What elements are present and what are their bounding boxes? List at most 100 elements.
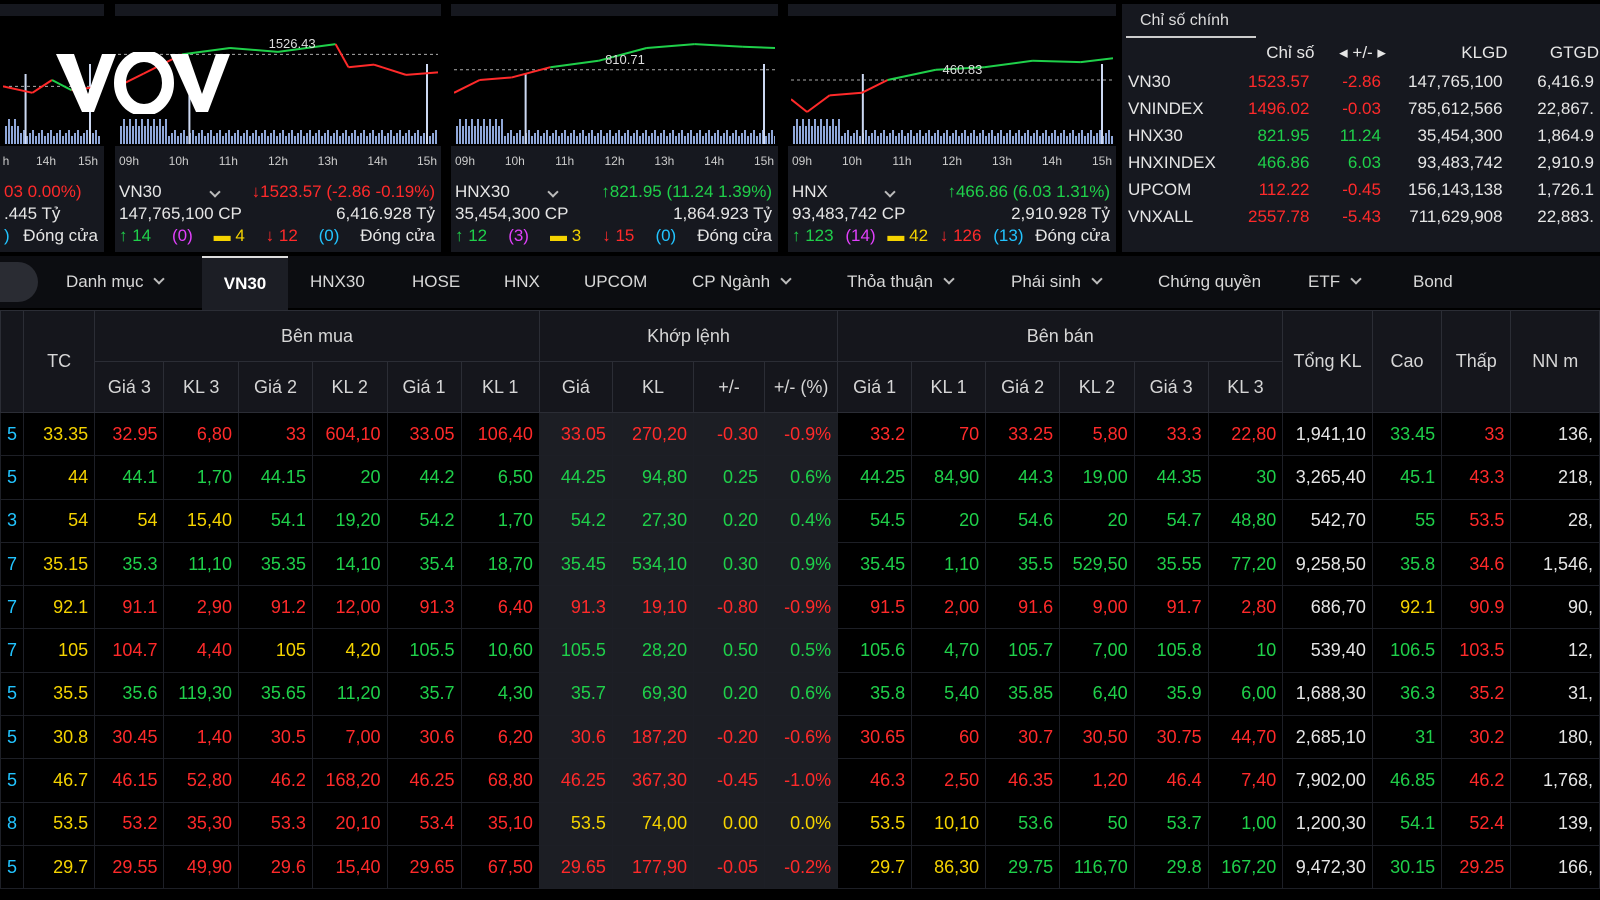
table-cell: 0.30 xyxy=(693,541,765,587)
volume-bar xyxy=(555,130,557,144)
tab-chứng-quyền[interactable]: Chứng quyền xyxy=(1158,256,1261,308)
stat-text: (0) xyxy=(171,226,193,245)
table-cell: 53.5 xyxy=(538,801,613,846)
index-cell: HNX30 xyxy=(1128,125,1183,145)
stat-text: ▬ 4 xyxy=(213,226,245,245)
table-cell: 35.65 xyxy=(237,671,313,717)
index-row[interactable]: HNX30 821.95 11.24 35,454,300 1,864.9 xyxy=(1122,122,1600,149)
table-cell: 686,70 xyxy=(1282,585,1373,630)
volume-bar xyxy=(765,136,767,144)
table-cell: 50 xyxy=(1059,801,1135,846)
volume-bar xyxy=(1039,136,1041,144)
table-row[interactable]: 5 46.7 46.15 52,80 46.2 168,20 46.25 68,80 46.25… xyxy=(0,758,1600,803)
table-cell: 106.5 xyxy=(1371,628,1443,673)
table-row[interactable]: 3 54 54 15,40 54.1 19,20 54.2 1,70 54.2 27,30 0.20… xyxy=(0,498,1600,543)
price-board-table: TC Bên mua Khớp lệnh Bên bán Tổng KL Cao Thấp N… xyxy=(0,310,1600,890)
volume-bar xyxy=(351,133,353,144)
index-col-header[interactable]: ◂ +/- ▸ xyxy=(1339,43,1386,62)
table-cell: 6,40 xyxy=(1059,671,1135,717)
stat-text: (14) xyxy=(845,226,876,245)
volume-bar xyxy=(501,119,503,144)
table-cell: 91.6 xyxy=(985,585,1061,630)
table-row[interactable]: 7 105 104.7 4,40 105 4,20 105.5 10,60 105.5 28,20… xyxy=(0,628,1600,673)
volume-bar xyxy=(252,133,254,144)
volume-bar xyxy=(123,119,125,144)
table-row[interactable]: 5 44 44.1 1,70 44.15 20 44.2 6,50 44.25 94,80 0.25… xyxy=(0,455,1600,500)
index-row[interactable]: VN30 1523.57 -2.86 147,765,100 6,416.9 xyxy=(1122,68,1600,95)
table-cell: 15,40 xyxy=(163,498,239,543)
tab-label: UPCOM xyxy=(584,272,648,291)
table-row[interactable]: 8 53.5 53.2 35,30 53.3 20,10 53.4 35,10 53.5 74,0… xyxy=(0,801,1600,846)
tab-hnx[interactable]: HNX xyxy=(504,256,540,308)
index-row[interactable]: VNINDEX 1496.02 -0.03 785,612,566 22,867. xyxy=(1122,95,1600,122)
time-tick: 14h xyxy=(367,154,388,168)
volume-bar xyxy=(654,130,656,144)
volume-bar xyxy=(573,130,575,144)
volume-bar xyxy=(705,133,707,144)
volume-bar xyxy=(1048,136,1050,144)
tab-thỏa-thuận[interactable]: Thỏa thuận xyxy=(847,256,955,308)
tab-chi-so-chinh[interactable]: Chỉ số chính xyxy=(1126,6,1256,38)
volume-bar xyxy=(913,136,915,144)
tab-hose[interactable]: HOSE xyxy=(412,256,460,308)
stat-text: 6,416.928 Tỷ xyxy=(336,204,435,223)
volume-bar xyxy=(207,133,209,144)
volume-bar xyxy=(799,126,801,144)
tab-label: Chứng quyền xyxy=(1158,272,1262,291)
volume-bar xyxy=(922,136,924,144)
tab-cp-ngành[interactable]: CP Ngành xyxy=(692,256,792,308)
mini-stat1: 03 0.00%) xyxy=(4,182,98,202)
time-tick: 12h xyxy=(267,154,289,168)
tab-phái-sinh[interactable]: Phái sinh xyxy=(1011,256,1103,308)
volume-bar xyxy=(495,119,497,144)
tab-upcom[interactable]: UPCOM xyxy=(584,256,647,308)
stat-text: 03 0.00%) xyxy=(4,182,82,201)
table-row[interactable]: 7 92.1 91.1 2,90 91.2 12,00 91.3 6,40 91.3 19,10-… xyxy=(0,585,1600,630)
table-cell: 3 xyxy=(0,498,25,543)
table-cell: 30.8 xyxy=(23,715,96,760)
stat-text: ↑ 12 xyxy=(455,226,488,245)
volume-bar xyxy=(522,136,524,144)
table-cell: 53.5 xyxy=(837,801,913,846)
tab-etf[interactable]: ETF xyxy=(1308,256,1362,308)
volume-bar xyxy=(414,133,416,144)
volume-bar xyxy=(474,126,476,144)
table-cell: 3,265,40 xyxy=(1282,455,1373,500)
volume-bar xyxy=(615,133,617,144)
volume-bar xyxy=(811,126,813,144)
time-tick: 10h xyxy=(841,154,863,168)
index-row[interactable]: UPCOM 112.22 -0.45 156,143,138 1,726.1 xyxy=(1122,176,1600,203)
table-row[interactable]: 7 35.15 35.3 11,10 35.35 14,10 35.4 18,70 35.45 5… xyxy=(0,541,1600,587)
tab-vn30[interactable]: VN30 xyxy=(202,256,288,310)
search-pill[interactable] xyxy=(0,262,38,302)
table-row[interactable]: 5 30.8 30.45 1,40 30.5 7,00 30.6 6,20 30.6 187,20… xyxy=(0,715,1600,760)
volume-bar xyxy=(1000,130,1002,144)
table-cell: 35.4 xyxy=(386,541,462,587)
table-row[interactable]: 5 33.35 32.95 6,80 33 604,10 33.05 106,40 33.05 2… xyxy=(0,411,1600,457)
volume-bar xyxy=(660,133,662,144)
table-cell: 70 xyxy=(911,411,987,457)
table-cell: 35,10 xyxy=(460,801,540,846)
volume-bar xyxy=(240,136,242,144)
index-cell: 821.95 xyxy=(1257,125,1310,145)
table-cell: 1,768, xyxy=(1510,758,1600,803)
table-cell: 166, xyxy=(1510,844,1600,890)
mini-stat3: ) Đóng cửa xyxy=(4,226,98,246)
volume-bar xyxy=(195,136,197,144)
tab-hnx30[interactable]: HNX30 xyxy=(310,256,365,308)
volume-bar xyxy=(919,130,921,144)
index-row[interactable]: VNXALL 2557.78 -5.43 711,629,908 22,883. xyxy=(1122,203,1600,230)
volume-bar xyxy=(243,133,245,144)
table-row[interactable]: 5 35.5 35.6 119,30 35.65 11,20 35.7 4,30 35.7 69,… xyxy=(0,671,1600,717)
table-cell: 54.5 xyxy=(837,498,913,543)
volume-bar xyxy=(174,130,176,144)
table-cell: 90, xyxy=(1510,585,1600,630)
table-row[interactable]: 5 29.7 29.55 49,90 29.6 15,40 29.65 67,50 29.65 1… xyxy=(0,844,1600,890)
table-cell: 542,70 xyxy=(1282,498,1373,543)
volume-bar xyxy=(1099,130,1101,144)
index-row[interactable]: HNXINDEX 466.86 6.03 93,483,742 2,910.9 xyxy=(1122,149,1600,176)
tab-bond[interactable]: Bond xyxy=(1413,256,1453,308)
table-cell: 119,30 xyxy=(163,671,239,717)
tab-danh-mục[interactable]: Danh mục xyxy=(66,256,166,308)
volume-bar xyxy=(270,133,272,144)
